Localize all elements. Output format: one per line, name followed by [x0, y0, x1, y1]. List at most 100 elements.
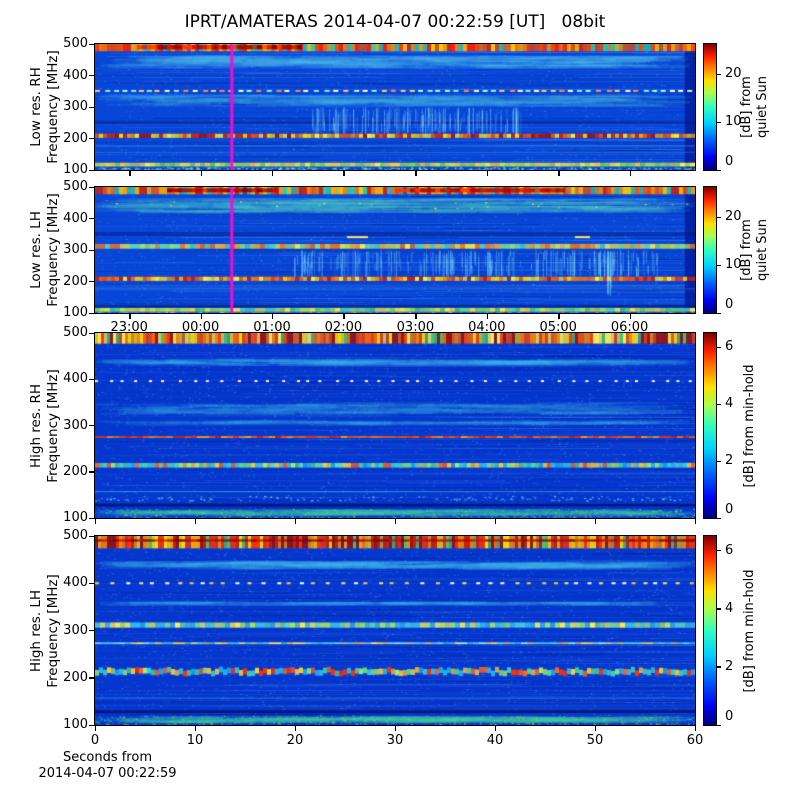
- colorbar-tick-label: 6: [725, 339, 734, 355]
- y-tick-mark: [89, 378, 94, 381]
- x-tick-mark: [595, 726, 597, 731]
- colorbar-gradient: [704, 536, 716, 725]
- colorbar-tick-mark: [716, 121, 721, 123]
- x-tick-mark: [558, 171, 560, 176]
- y-tick-mark: [89, 186, 94, 188]
- colorbar-tick-label: 0: [725, 154, 734, 169]
- colorbar-tick-label: 6: [725, 542, 734, 558]
- colorbar-label-quiet-sun: [dB] from quiet Sun: [739, 76, 771, 138]
- time-tick-label: 05:00: [539, 320, 577, 335]
- colorbar-tick-mark: [716, 666, 721, 668]
- colorbar-tick-label: 10: [725, 257, 742, 273]
- colorbar-tick-mark: [716, 169, 721, 171]
- y-tick-mark: [89, 312, 94, 314]
- x-tick-mark: [200, 171, 202, 176]
- time-tick-label: 23:00: [110, 320, 148, 335]
- colorbar-tick-mark: [716, 73, 721, 76]
- y-tick-mark: [89, 106, 94, 108]
- x-tick-mark: [95, 726, 97, 731]
- time-tick-label: 04:00: [468, 320, 506, 335]
- y-tick-label: 500: [63, 528, 88, 543]
- colorbar-tick-mark: [716, 216, 721, 219]
- time-tick-label: 00:00: [181, 320, 220, 335]
- y-tick-label: 300: [63, 622, 88, 638]
- time-tick-label: 06:00: [610, 320, 649, 335]
- colorbar-label-min-hold: [dB] from min-hold: [742, 364, 758, 487]
- y-tick-mark: [89, 218, 94, 220]
- x-tick-mark: [95, 519, 97, 524]
- colorbar-low-res-lh: [703, 186, 717, 314]
- x-tick-mark: [343, 314, 345, 319]
- y-tick-mark: [89, 249, 94, 251]
- y-tick-mark: [89, 517, 94, 519]
- seconds-tick-label: 0: [90, 733, 100, 748]
- x-tick-mark: [695, 726, 697, 731]
- x-tick-mark: [558, 314, 560, 319]
- y-tick-label: 400: [63, 67, 88, 83]
- y-tick-mark: [89, 425, 94, 427]
- y-tick-mark: [89, 535, 94, 537]
- y-tick-label: 200: [63, 463, 88, 479]
- colorbar-gradient: [704, 187, 716, 313]
- colorbar-tick-label: 0: [725, 297, 734, 312]
- y-tick-mark: [89, 582, 94, 585]
- spectrogram-canvas-low-res-lh: [95, 187, 695, 313]
- x-axis-caption-line: 2014-04-07 00:22:59: [38, 766, 177, 781]
- colorbar-tick-mark: [716, 550, 721, 552]
- x-axis-caption: Seconds from 2014-04-07 00:22:59: [20, 750, 195, 782]
- y-tick-mark: [89, 281, 94, 283]
- x-tick-mark: [200, 314, 202, 319]
- y-tick-mark: [89, 43, 94, 45]
- y-tick-label: 400: [63, 575, 88, 591]
- colorbar-tick-mark: [716, 264, 721, 266]
- x-tick-mark: [486, 314, 489, 319]
- x-tick-mark: [295, 726, 297, 731]
- y-tick-label: 400: [63, 371, 88, 387]
- x-axis-caption-line: Seconds from: [62, 750, 152, 765]
- y-tick-label: 500: [63, 179, 88, 194]
- seconds-tick-label: 10: [186, 733, 204, 748]
- spectrogram-canvas-high-res-lh: [95, 536, 695, 725]
- time-tick-label: 01:00: [253, 320, 291, 335]
- colorbar-label-line: quiet Sun: [755, 218, 770, 282]
- x-tick-mark: [343, 171, 345, 176]
- x-tick-mark: [595, 519, 597, 524]
- y-tick-label: 300: [63, 242, 88, 257]
- colorbar-tick-mark: [716, 608, 721, 610]
- colorbar-tick-mark: [716, 517, 721, 519]
- y-tick-mark: [89, 471, 94, 473]
- x-tick-mark: [195, 519, 197, 524]
- x-tick-mark: [415, 171, 417, 176]
- y-tick-mark: [89, 138, 94, 140]
- y-tick-mark: [89, 75, 94, 77]
- spectrogram-panel-low-res-rh: [94, 43, 696, 171]
- x-tick-mark: [629, 314, 631, 319]
- colorbar-tick-label: 10: [725, 114, 742, 130]
- spectrogram-panel-low-res-lh: [94, 186, 696, 314]
- y-tick-label: 300: [63, 417, 88, 433]
- y-axis-label-line: Low res. RH: [28, 67, 44, 147]
- time-tick-label: 02:00: [324, 320, 363, 335]
- x-tick-mark: [272, 171, 274, 176]
- x-tick-mark: [395, 726, 397, 731]
- y-tick-label: 100: [63, 510, 88, 525]
- colorbar-tick-mark: [716, 460, 721, 462]
- y-axis-label-line: High res. RH: [28, 383, 44, 468]
- y-tick-mark: [89, 677, 94, 679]
- x-tick-mark: [272, 314, 274, 319]
- colorbar-label-line: [dB] from min-hold: [742, 568, 757, 693]
- colorbar-tick-mark: [716, 403, 721, 406]
- x-tick-mark: [495, 519, 497, 524]
- x-tick-mark: [486, 171, 489, 176]
- y-tick-mark: [89, 630, 94, 632]
- y-tick-label: 500: [63, 325, 88, 340]
- colorbar-tick-label: 0: [725, 709, 734, 724]
- spectrogram-canvas-high-res-rh: [95, 333, 695, 518]
- x-tick-mark: [415, 314, 417, 319]
- x-tick-mark: [395, 519, 397, 524]
- colorbar-tick-label: 2: [725, 453, 734, 469]
- x-tick-mark: [195, 726, 197, 731]
- y-tick-label: 200: [63, 130, 88, 146]
- spectrogram-panel-high-res-rh: [94, 332, 696, 519]
- colorbar-tick-mark: [716, 346, 721, 349]
